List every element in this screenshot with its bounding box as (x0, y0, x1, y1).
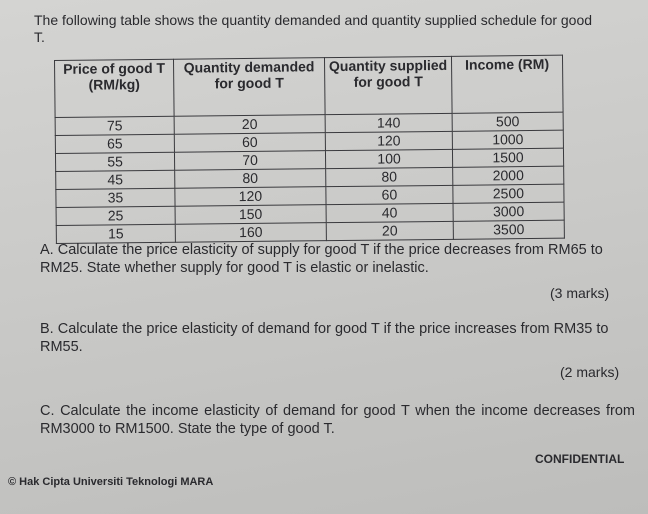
table-cell: 2000 (452, 166, 564, 186)
header-income: Income (RM) (451, 55, 564, 114)
table-cell: 55 (55, 152, 175, 172)
table-cell: 20 (174, 114, 326, 135)
table-cell: 40 (326, 203, 454, 223)
question-a: A. Calculate the price elasticity of sup… (40, 242, 603, 276)
table-cell: 1500 (452, 148, 564, 168)
table-cell: 160 (175, 222, 327, 243)
table-cell: 500 (452, 112, 564, 132)
table-cell: 150 (175, 204, 327, 225)
header-qs: Quantity supplied for good T (324, 56, 453, 115)
table-cell: 3000 (453, 202, 565, 222)
table-cell: 100 (325, 149, 453, 169)
schedule-table: Price of good T (RM/kg) Quantity demande… (54, 55, 565, 244)
table-cell: 20 (326, 221, 454, 241)
table-cell: 70 (174, 150, 326, 171)
table-cell: 60 (325, 185, 454, 205)
table-cell: 140 (325, 113, 453, 133)
table-cell: 60 (174, 132, 326, 153)
table-cell: 25 (56, 206, 176, 226)
table-cell: 35 (55, 188, 176, 208)
table-cell: 65 (55, 134, 175, 154)
header-qd: Quantity demanded for good T (173, 57, 326, 117)
table-cell: 80 (174, 168, 326, 189)
table-cell: 80 (325, 167, 453, 187)
question-b: B. Calculate the price elasticity of dem… (40, 321, 609, 355)
table-cell: 45 (55, 170, 175, 190)
table-cell: 120 (325, 131, 453, 151)
copyright: © Hak Cipta Universiti Teknologi MARA (8, 476, 214, 488)
table-cell: 3500 (453, 220, 565, 240)
question-c: C. Calculate the income elasticity of de… (40, 403, 635, 437)
confidential-label: CONFIDENTIAL (535, 452, 625, 466)
table-cell: 1000 (452, 130, 564, 150)
table-cell: 120 (174, 186, 327, 207)
intro-text: The following table shows the quantity d… (34, 12, 593, 45)
question-b-marks: (2 marks) (560, 364, 620, 380)
table-header-row: Price of good T (RM/kg) Quantity demande… (54, 55, 564, 118)
table-cell: 75 (55, 116, 175, 136)
header-price: Price of good T (RM/kg) (54, 59, 175, 118)
table-cell: 2500 (452, 184, 565, 204)
question-a-marks: (3 marks) (550, 285, 610, 301)
